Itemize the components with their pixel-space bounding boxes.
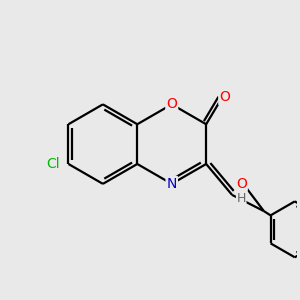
Text: N: N bbox=[167, 177, 177, 191]
Text: H: H bbox=[236, 192, 246, 205]
Text: O: O bbox=[166, 98, 177, 111]
Text: Cl: Cl bbox=[46, 157, 60, 171]
Text: O: O bbox=[236, 177, 247, 191]
Text: O: O bbox=[219, 90, 230, 104]
Text: H: H bbox=[238, 177, 247, 190]
